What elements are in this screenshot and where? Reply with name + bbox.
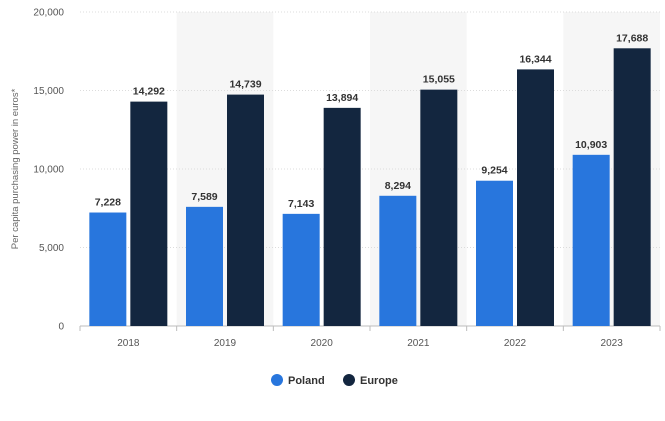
- bar-europe-2020: [323, 107, 361, 326]
- data-label: 16,344: [519, 53, 551, 65]
- bar-europe-2022: [517, 69, 554, 326]
- data-label: 9,254: [481, 165, 507, 177]
- bar-poland-2020: [282, 213, 320, 326]
- x-tick-label: 2023: [601, 338, 624, 349]
- data-label: 14,739: [229, 79, 261, 91]
- data-label: 7,143: [288, 198, 314, 210]
- x-tick-label: 2021: [407, 338, 430, 349]
- bars: 7,228 14,292 7,589 14,739 7,143 13,894 8,294 15…: [89, 32, 651, 326]
- y-tick-label: 15,000: [33, 86, 64, 97]
- bar-europe-2023: [613, 48, 651, 326]
- bar-poland-2021: [379, 195, 417, 326]
- bar-europe-2019: [227, 94, 264, 326]
- data-label: 10,903: [575, 139, 607, 151]
- bar-europe-2021: [420, 89, 458, 326]
- x-tick-label: 2019: [214, 338, 237, 349]
- y-tick-label: 0: [58, 322, 64, 333]
- legend-marker-europe: [343, 374, 355, 386]
- data-label: 13,894: [326, 92, 358, 104]
- y-tick-label: 10,000: [33, 165, 64, 176]
- bar-europe-2018: [130, 101, 168, 326]
- data-label: 14,292: [133, 86, 165, 98]
- data-label: 7,589: [191, 191, 217, 203]
- x-tick-label: 2022: [504, 338, 527, 349]
- data-label: 7,228: [95, 197, 121, 209]
- y-axis-ticks: 0 5,000 10,000 15,000 20,000: [33, 8, 64, 333]
- data-label: 17,688: [616, 32, 648, 44]
- x-axis-ticks: 2018 2019 2020 2021 2022 2023: [79, 326, 661, 349]
- bar-poland-2019: [186, 206, 223, 326]
- data-label: 8,294: [385, 180, 411, 192]
- y-tick-label: 20,000: [33, 8, 64, 19]
- y-tick-label: 5,000: [39, 243, 64, 254]
- data-label: 15,055: [423, 74, 455, 86]
- x-tick-label: 2020: [311, 338, 334, 349]
- bar-poland-2018: [89, 212, 127, 326]
- legend-marker-poland: [271, 374, 283, 386]
- bar-poland-2023: [572, 154, 610, 326]
- y-axis-title: Per capita purchasing power in euros*: [10, 88, 21, 249]
- legend: Poland Europe: [271, 374, 398, 387]
- legend-label-poland: Poland: [288, 375, 325, 387]
- x-tick-label: 2018: [117, 338, 140, 349]
- legend-label-europe: Europe: [360, 375, 398, 387]
- bar-poland-2022: [476, 180, 513, 326]
